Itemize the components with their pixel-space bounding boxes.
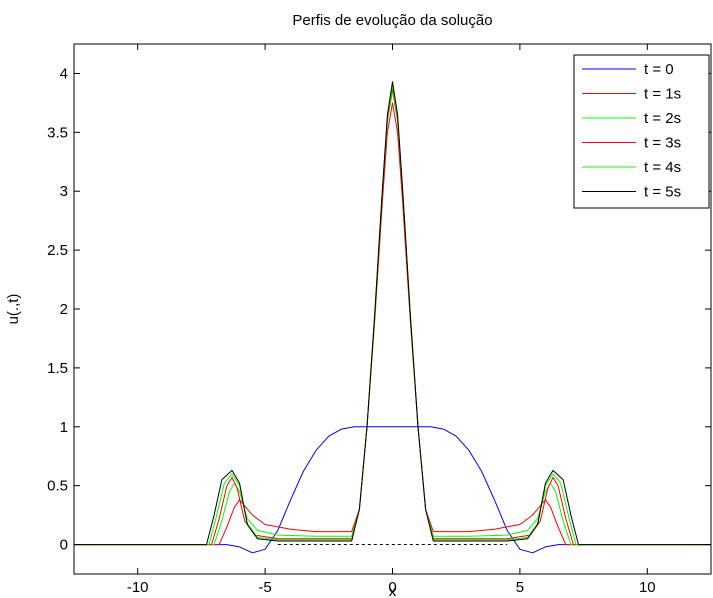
y-tick-label: 1 bbox=[60, 419, 68, 436]
y-tick-label: 1.5 bbox=[47, 360, 68, 377]
y-axis-label: u(.,t) bbox=[5, 294, 22, 325]
legend-entry: t = 2s bbox=[644, 110, 681, 127]
x-tick-label: 5 bbox=[516, 579, 524, 596]
legend-entry: t = 4s bbox=[644, 159, 681, 176]
y-tick-label: 2.5 bbox=[47, 242, 68, 259]
y-tick-label: 3 bbox=[60, 183, 68, 200]
legend-box bbox=[573, 54, 710, 209]
chart-title: Perfis de evolução da solução bbox=[292, 12, 492, 29]
x-tick-label: -5 bbox=[258, 579, 271, 596]
y-tick-label: 0 bbox=[60, 537, 68, 554]
y-tick-label: 0.5 bbox=[47, 478, 68, 495]
series-layer bbox=[74, 81, 711, 554]
x-axis-label: x bbox=[389, 583, 397, 598]
y-tick-label: 2 bbox=[60, 301, 68, 318]
legend-entry: t = 0 bbox=[644, 61, 674, 78]
series-line-0 bbox=[74, 426, 711, 554]
legend-entry: t = 5s bbox=[644, 184, 681, 201]
series-line-1 bbox=[74, 102, 711, 546]
x-tick-label: 0 bbox=[388, 579, 396, 596]
axis-ticks: -10 -5 0 5 10 0 0.5 1 1.5 2 2.5 3 3.5 4 bbox=[47, 44, 711, 596]
series-line-5 bbox=[74, 81, 711, 546]
y-tick-label: 4 bbox=[60, 65, 68, 82]
x-tick-label: -10 bbox=[127, 579, 149, 596]
legend-entry: t = 3s bbox=[644, 135, 681, 152]
x-tick-label: 10 bbox=[639, 579, 656, 596]
legend: t = 0 t = 1s t = 2s t = 3s t = 4s t = 5s bbox=[573, 54, 710, 209]
legend-entry: t = 1s bbox=[644, 86, 681, 103]
y-tick-label: 3.5 bbox=[47, 124, 68, 141]
